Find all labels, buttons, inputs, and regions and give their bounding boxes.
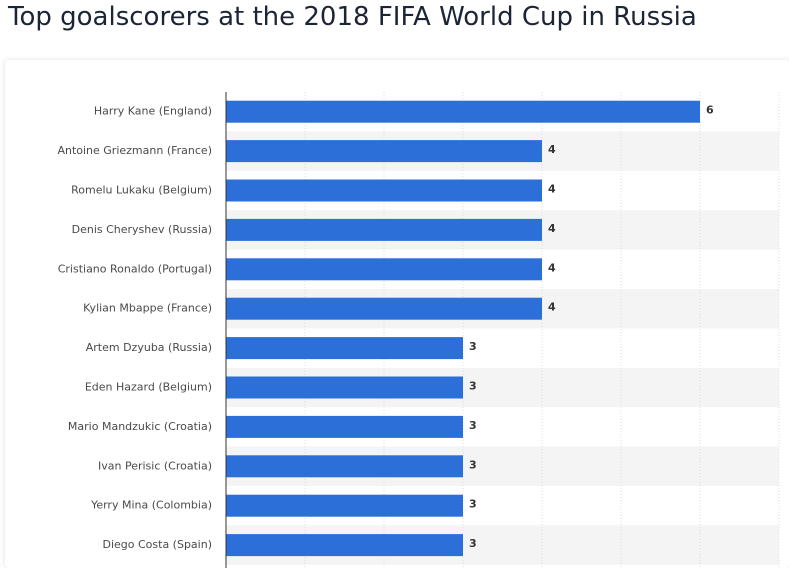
value-label: 4 <box>548 261 556 274</box>
bar <box>226 376 463 399</box>
bar <box>226 179 542 202</box>
y-tick-label: Romelu Lukaku (Belgium) <box>71 184 212 197</box>
y-tick-label: Artem Dzyuba (Russia) <box>86 341 212 354</box>
y-tick-label: Yerry Mina (Colombia) <box>90 499 212 512</box>
value-label: 3 <box>469 458 477 471</box>
value-label: 3 <box>469 498 477 511</box>
bar <box>226 100 700 123</box>
value-label: 3 <box>469 537 477 550</box>
value-label: 3 <box>469 419 477 432</box>
value-label: 4 <box>548 183 556 196</box>
y-tick-label: Antoine Griezmann (France) <box>57 144 212 157</box>
y-tick-label: Ivan Perisic (Croatia) <box>98 459 212 472</box>
bar <box>226 218 542 241</box>
bar <box>226 337 463 360</box>
bar <box>226 534 463 557</box>
value-label: 3 <box>469 340 477 353</box>
bar <box>226 258 542 281</box>
value-label: 3 <box>469 380 477 393</box>
bar <box>226 140 542 163</box>
value-label: 4 <box>548 222 556 235</box>
bar <box>226 494 463 517</box>
y-tick-label: Eden Hazard (Belgium) <box>85 381 212 394</box>
y-tick-label: Cristiano Ronaldo (Portugal) <box>58 262 212 275</box>
y-tick-label: Kylian Mbappe (France) <box>83 302 212 315</box>
value-label: 4 <box>548 301 556 314</box>
y-tick-label: Harry Kane (England) <box>94 105 212 118</box>
y-tick-label: Diego Costa (Spain) <box>102 538 212 551</box>
value-label: 6 <box>706 104 714 117</box>
chart-title: Top goalscorers at the 2018 FIFA World C… <box>8 2 697 32</box>
value-label: 4 <box>548 143 556 156</box>
bar <box>226 297 542 320</box>
y-tick-label: Denis Cheryshev (Russia) <box>72 223 212 236</box>
bar <box>226 455 463 478</box>
bar <box>226 415 463 438</box>
y-tick-label: Mario Mandzukic (Croatia) <box>68 420 212 433</box>
